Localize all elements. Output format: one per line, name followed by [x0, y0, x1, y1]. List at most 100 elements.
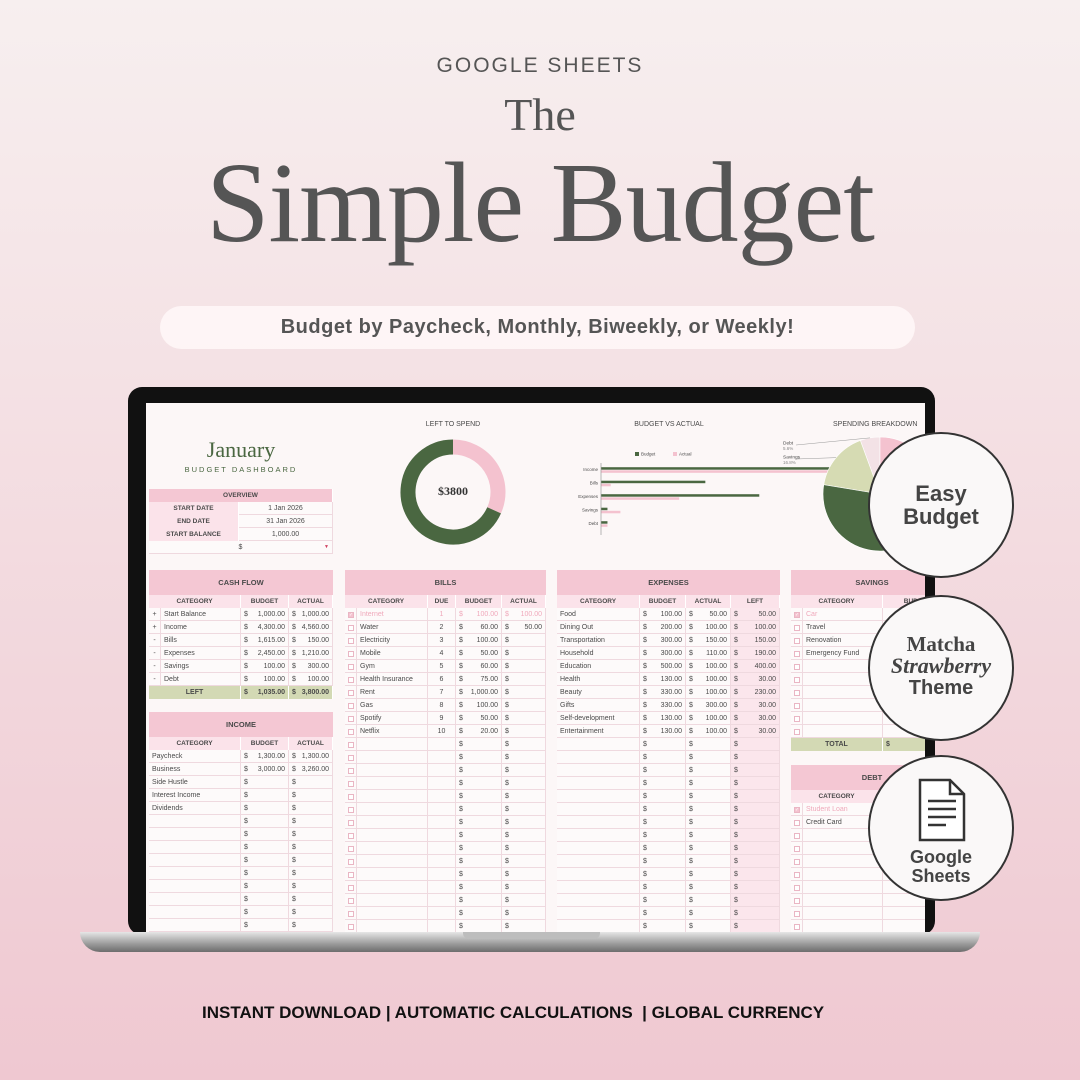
money-cell: $130.00 — [640, 673, 686, 686]
cell — [557, 907, 640, 920]
currency: $ — [292, 663, 296, 670]
cell: 2 — [428, 621, 456, 634]
currency: $ — [459, 780, 463, 787]
currency: $ — [643, 884, 647, 891]
amount: 1,000.00 — [470, 689, 498, 696]
badge-text: Google Sheets — [910, 847, 972, 886]
currency: $ — [689, 676, 693, 683]
cell: Interest Income — [149, 789, 241, 802]
cell — [803, 907, 883, 920]
money-cell: $ — [731, 777, 780, 790]
laptop-base — [80, 932, 980, 952]
table-title: BILLS — [345, 570, 546, 595]
bar — [601, 521, 608, 524]
bar — [601, 467, 879, 470]
money-cell: $300.00 — [640, 634, 686, 647]
money-cell: $ — [686, 803, 731, 816]
cell: Dividends — [149, 802, 241, 815]
currency: $ — [459, 845, 463, 852]
money-cell: $ — [502, 894, 546, 907]
currency: $ — [505, 884, 509, 891]
cell: Bills — [161, 634, 241, 647]
amount: 100.00 — [705, 728, 727, 735]
screen: LEFT TO SPEND $3800 BUDGET VS ACTUAL Budget… — [146, 403, 925, 933]
cell — [428, 829, 456, 842]
amount: 230.00 — [754, 689, 776, 696]
cell: Gym — [357, 660, 428, 673]
money-cell: $50.00 — [502, 621, 546, 634]
bar — [601, 470, 896, 473]
currency: $ — [505, 871, 509, 878]
currency: $ — [505, 845, 509, 852]
currency: $ — [734, 897, 738, 904]
currency: $ — [505, 923, 509, 930]
amount: 130.00 — [660, 715, 682, 722]
checkbox — [794, 689, 800, 696]
amount: 200.00 — [660, 624, 682, 631]
cell — [883, 894, 925, 907]
currency: $ — [459, 884, 463, 891]
currency: $ — [734, 689, 738, 696]
cell: Car — [803, 608, 883, 621]
currency: $ — [244, 844, 248, 851]
amount: 50.00 — [480, 650, 498, 657]
currency: $ — [292, 857, 296, 864]
money-cell: $200.00 — [640, 621, 686, 634]
currency: $ — [689, 897, 693, 904]
currency: $ — [505, 728, 509, 735]
amount: 300.00 — [660, 650, 682, 657]
money-cell: $ — [456, 816, 502, 829]
currency: $ — [643, 806, 647, 813]
checkbox — [794, 650, 800, 657]
leader-line — [795, 457, 837, 460]
currency: $ — [292, 909, 296, 916]
badge-text: Strawberry — [890, 653, 992, 678]
amount: 150.00 — [754, 637, 776, 644]
currency: $ — [244, 922, 248, 929]
checkbox — [348, 676, 354, 683]
money-cell: $ — [241, 854, 289, 867]
donut-center: $3800 — [438, 484, 468, 498]
cell — [557, 829, 640, 842]
cell — [803, 855, 883, 868]
column-header: BUDGET — [456, 595, 502, 608]
money-cell: $60.00 — [456, 660, 502, 673]
money-cell: $ — [456, 894, 502, 907]
category-label: Savings — [582, 508, 599, 513]
cell: - — [149, 660, 161, 673]
currency: $ — [643, 741, 647, 748]
currency: $ — [643, 728, 647, 735]
cell — [357, 790, 428, 803]
currency: $ — [734, 663, 738, 670]
money-cell: $ — [731, 803, 780, 816]
checkbox — [348, 702, 354, 709]
money-cell: $ — [502, 907, 546, 920]
money-cell: $ — [456, 842, 502, 855]
currency: $ — [689, 884, 693, 891]
money-cell: $ — [640, 790, 686, 803]
currency: $ — [689, 663, 693, 670]
currency: $ — [292, 753, 296, 760]
amount: 50.00 — [524, 624, 542, 631]
money-cell: $ — [456, 829, 502, 842]
cell: Expenses — [161, 647, 241, 660]
currency: $ — [734, 910, 738, 917]
cell: + — [149, 621, 161, 634]
amount: 100.00 — [705, 715, 727, 722]
money-cell: $ — [502, 829, 546, 842]
money-cell: $ — [289, 841, 333, 854]
money-cell: $ — [731, 751, 780, 764]
money-cell: $1,210.00 — [289, 647, 333, 660]
currency: $ — [505, 741, 509, 748]
currency: $ — [505, 767, 509, 774]
currency: $ — [459, 806, 463, 813]
money-cell: $1,000.00 — [241, 608, 289, 621]
checkbox: ✓ — [348, 611, 354, 618]
bar — [601, 494, 760, 497]
total-cell: $100.00 — [883, 738, 925, 751]
cell — [557, 738, 640, 751]
money-cell: $ — [456, 751, 502, 764]
cell — [428, 868, 456, 881]
checkbox — [794, 871, 800, 878]
dashboard-subtitle: BUDGET DASHBOARD — [184, 465, 298, 474]
